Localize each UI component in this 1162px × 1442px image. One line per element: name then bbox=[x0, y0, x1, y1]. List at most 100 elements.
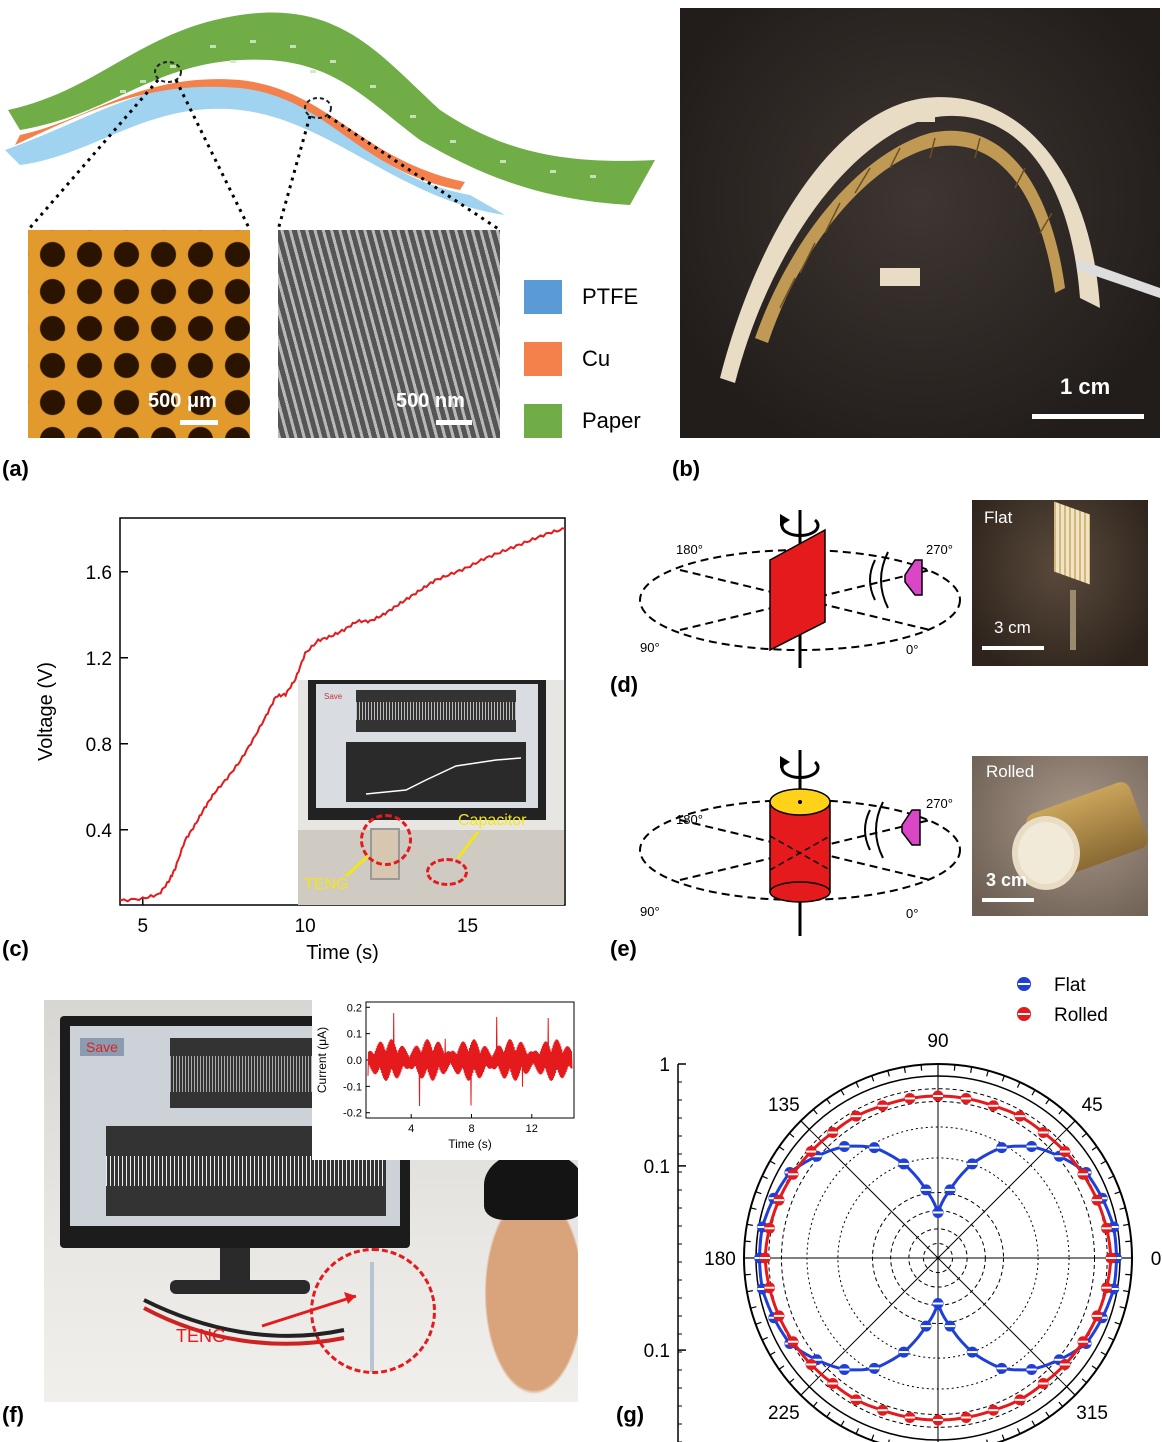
current-trace bbox=[367, 1013, 573, 1107]
angle-tick bbox=[1081, 1132, 1087, 1138]
angle-tick bbox=[812, 1401, 818, 1407]
flat-data-point bbox=[868, 1362, 880, 1374]
save-button[interactable]: Save bbox=[324, 692, 343, 701]
voltage-line bbox=[119, 527, 566, 903]
flat-data-point bbox=[920, 1320, 932, 1332]
angle-tick bbox=[1091, 1146, 1098, 1151]
angle-tick bbox=[1114, 1191, 1121, 1195]
monitor-base bbox=[170, 1280, 310, 1294]
angle-tick bbox=[1119, 1306, 1126, 1309]
flat-data-point bbox=[1026, 1140, 1038, 1152]
photo-label: Flat bbox=[984, 508, 1013, 527]
marker-highlight bbox=[904, 1416, 915, 1419]
voltage-trace bbox=[365, 757, 522, 795]
marker-highlight bbox=[1108, 1226, 1119, 1229]
rolled-device-photo: Rolled 3 cm bbox=[972, 756, 1151, 916]
panel-g: 9045031527022518013510.10.11FlatRolled (… bbox=[600, 960, 1162, 1442]
rolled-data-point bbox=[1059, 1146, 1071, 1158]
rolled-data-point bbox=[1105, 1252, 1117, 1264]
flat-data-point bbox=[966, 1158, 978, 1170]
flat-data-point bbox=[920, 1184, 932, 1196]
angle-label: 0° bbox=[906, 642, 919, 657]
rolled-data-point bbox=[877, 1100, 889, 1112]
rolled-data-point bbox=[805, 1146, 817, 1158]
save-button[interactable]: Save bbox=[80, 1038, 124, 1056]
angle-tick bbox=[1016, 1428, 1021, 1435]
scale-label: 500 μm bbox=[148, 390, 217, 412]
marker-highlight bbox=[806, 1150, 817, 1153]
flat-data-point bbox=[996, 1142, 1008, 1154]
monitor-stand bbox=[220, 1248, 250, 1282]
legend-label: Paper bbox=[582, 408, 641, 433]
panel-label: (d) bbox=[610, 672, 639, 697]
x-tick-label: 10 bbox=[295, 916, 316, 937]
scale-bar bbox=[982, 898, 1034, 902]
bent-teng-sheet bbox=[720, 97, 1160, 383]
angle-tick-label: 180 bbox=[704, 1249, 736, 1270]
marker-highlight bbox=[1092, 1199, 1103, 1202]
angle-tick bbox=[769, 1351, 776, 1356]
scale-label: 500 nm bbox=[396, 390, 465, 412]
marker-highlight bbox=[933, 1211, 943, 1214]
marker-highlight bbox=[933, 1418, 943, 1421]
angle-tick bbox=[789, 1132, 795, 1138]
rolled-data-point bbox=[1077, 1168, 1089, 1180]
panel-b: 1 cm (b) bbox=[672, 8, 1160, 496]
scale-bar bbox=[1032, 414, 1144, 419]
capacitor-circle bbox=[426, 858, 468, 886]
spoke bbox=[808, 1128, 1068, 1388]
marker-highlight bbox=[827, 1131, 838, 1134]
scale-bar bbox=[436, 420, 472, 425]
rolled-data-point bbox=[827, 1127, 839, 1139]
marker-highlight bbox=[851, 1115, 862, 1118]
marker-highlight bbox=[961, 1097, 972, 1100]
angle-tick bbox=[887, 1070, 890, 1077]
flat-data-point bbox=[898, 1158, 910, 1170]
noise-trace-window bbox=[356, 690, 516, 732]
marker-highlight bbox=[1078, 1340, 1089, 1343]
angle-tick bbox=[826, 1098, 831, 1105]
marker-highlight bbox=[898, 1162, 909, 1165]
angle-tick bbox=[1125, 1273, 1132, 1276]
angle-tick bbox=[871, 1434, 875, 1441]
angle-tick bbox=[1058, 1401, 1064, 1407]
panel-label: (b) bbox=[672, 456, 701, 481]
x-tick-label: 8 bbox=[468, 1123, 474, 1135]
angle-tick bbox=[1123, 1223, 1130, 1226]
ptfe-swatch bbox=[524, 280, 562, 314]
marker-highlight bbox=[1092, 1314, 1103, 1317]
angle-tick bbox=[1119, 1207, 1126, 1210]
marker-highlight bbox=[877, 1409, 888, 1412]
y-tick-label: -0.2 bbox=[343, 1108, 362, 1120]
marker-highlight bbox=[773, 1199, 784, 1202]
rolled-rotation-diagram bbox=[639, 750, 961, 936]
legend-label: PTFE bbox=[582, 284, 639, 309]
flat-sheet bbox=[1054, 501, 1090, 585]
stand bbox=[1070, 590, 1076, 650]
x-tick-label: 5 bbox=[137, 916, 148, 937]
current-inset: 0.2 0.1 0.0 -0.1 -0.2 4 8 12 Time (s) Current (μA… bbox=[312, 990, 582, 1160]
x-tick-label: 12 bbox=[526, 1123, 538, 1135]
angle-tick-label: 90 bbox=[927, 1031, 948, 1052]
angle-tick bbox=[1045, 1098, 1050, 1105]
marker-highlight bbox=[839, 1368, 850, 1371]
rolled-data-point bbox=[904, 1412, 916, 1424]
radial-tick-label: 0.1 bbox=[644, 1157, 670, 1178]
angle-tick bbox=[826, 1411, 831, 1418]
angle-tick bbox=[1016, 1081, 1021, 1088]
voltage-chart: 5 10 15 0.4 0.8 1.2 1.6 Time (s) Voltage (V) bbox=[35, 517, 566, 964]
rolled-data-point bbox=[1091, 1310, 1103, 1322]
marker-highlight bbox=[1078, 1173, 1089, 1176]
radial-tick-label: 1 bbox=[659, 1055, 670, 1076]
angle-tick bbox=[812, 1109, 818, 1115]
scale-label: 3 cm bbox=[986, 870, 1028, 890]
radial-tick-label: 0.1 bbox=[644, 1341, 670, 1362]
legend-marker-highlight bbox=[1018, 1013, 1030, 1015]
rolled-data-point bbox=[1100, 1282, 1112, 1294]
voltage-trace-window bbox=[346, 742, 526, 802]
marker-highlight bbox=[869, 1367, 880, 1370]
flat-data-point bbox=[838, 1140, 850, 1152]
panel-label: (e) bbox=[610, 936, 637, 961]
rolled-data-point bbox=[1077, 1336, 1089, 1348]
angle-tick bbox=[1066, 1120, 1076, 1130]
